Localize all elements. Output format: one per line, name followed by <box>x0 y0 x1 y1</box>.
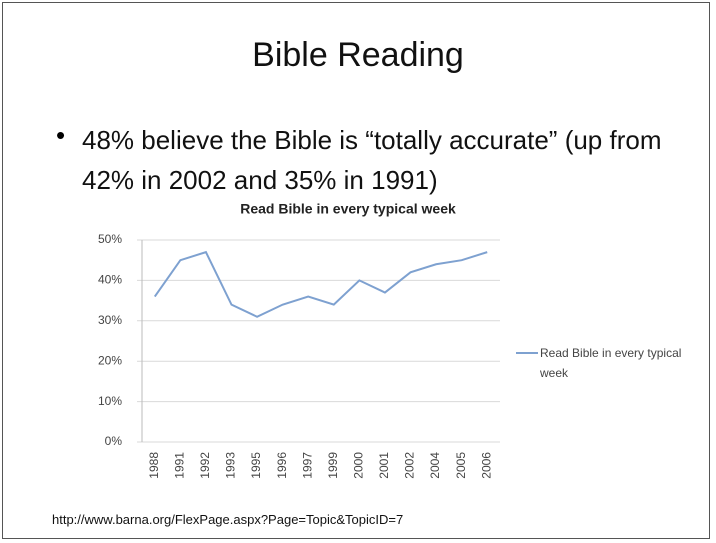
x-tick-label: 2000 <box>352 452 366 479</box>
y-tick-label: 40% <box>98 273 122 287</box>
slide-border <box>2 2 710 539</box>
x-tick-label: 1997 <box>300 452 314 479</box>
chart: Read Bible in every typical week 0% 10% 20… <box>98 201 538 479</box>
x-tick-label: 2002 <box>403 452 417 479</box>
y-tick-label: 10% <box>98 394 122 408</box>
x-tick-label: 1999 <box>326 452 340 479</box>
x-tick-label: 1996 <box>275 452 289 479</box>
x-tick-label: 1995 <box>249 452 263 479</box>
y-tick-label: 50% <box>98 232 122 246</box>
slide-title: Bible Reading <box>252 36 464 74</box>
x-tick-label: 1992 <box>198 452 212 479</box>
x-tick-label: 1988 <box>147 452 161 479</box>
data-line <box>153 250 488 318</box>
chart-title: Read Bible in every typical week <box>240 201 456 217</box>
legend-label: Read Bible in every typical week <box>540 346 682 380</box>
x-tick-label: 1993 <box>224 452 238 479</box>
y-tick-label: 20% <box>98 353 122 367</box>
x-tick-label: 2004 <box>428 452 442 479</box>
source-url: http://www.barna.org/FlexPage.aspx?Page=… <box>52 512 404 527</box>
bullet-text: 48% believe the Bible is “totally accura… <box>82 125 662 195</box>
x-tick-label: 2005 <box>454 452 468 479</box>
y-tick-label: 0% <box>105 434 123 448</box>
bullet-dot: • <box>56 120 66 150</box>
x-tick-label: 2006 <box>479 452 493 479</box>
x-tick-label: 2001 <box>377 452 391 479</box>
x-tick-label: 1991 <box>173 452 187 479</box>
y-tick-label: 30% <box>98 313 122 327</box>
